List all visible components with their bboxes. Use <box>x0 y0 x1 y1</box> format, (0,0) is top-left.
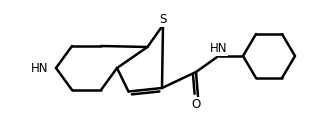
Text: HN: HN <box>210 42 227 55</box>
Text: HN: HN <box>31 61 48 74</box>
Text: S: S <box>159 13 167 26</box>
Text: O: O <box>191 97 201 110</box>
